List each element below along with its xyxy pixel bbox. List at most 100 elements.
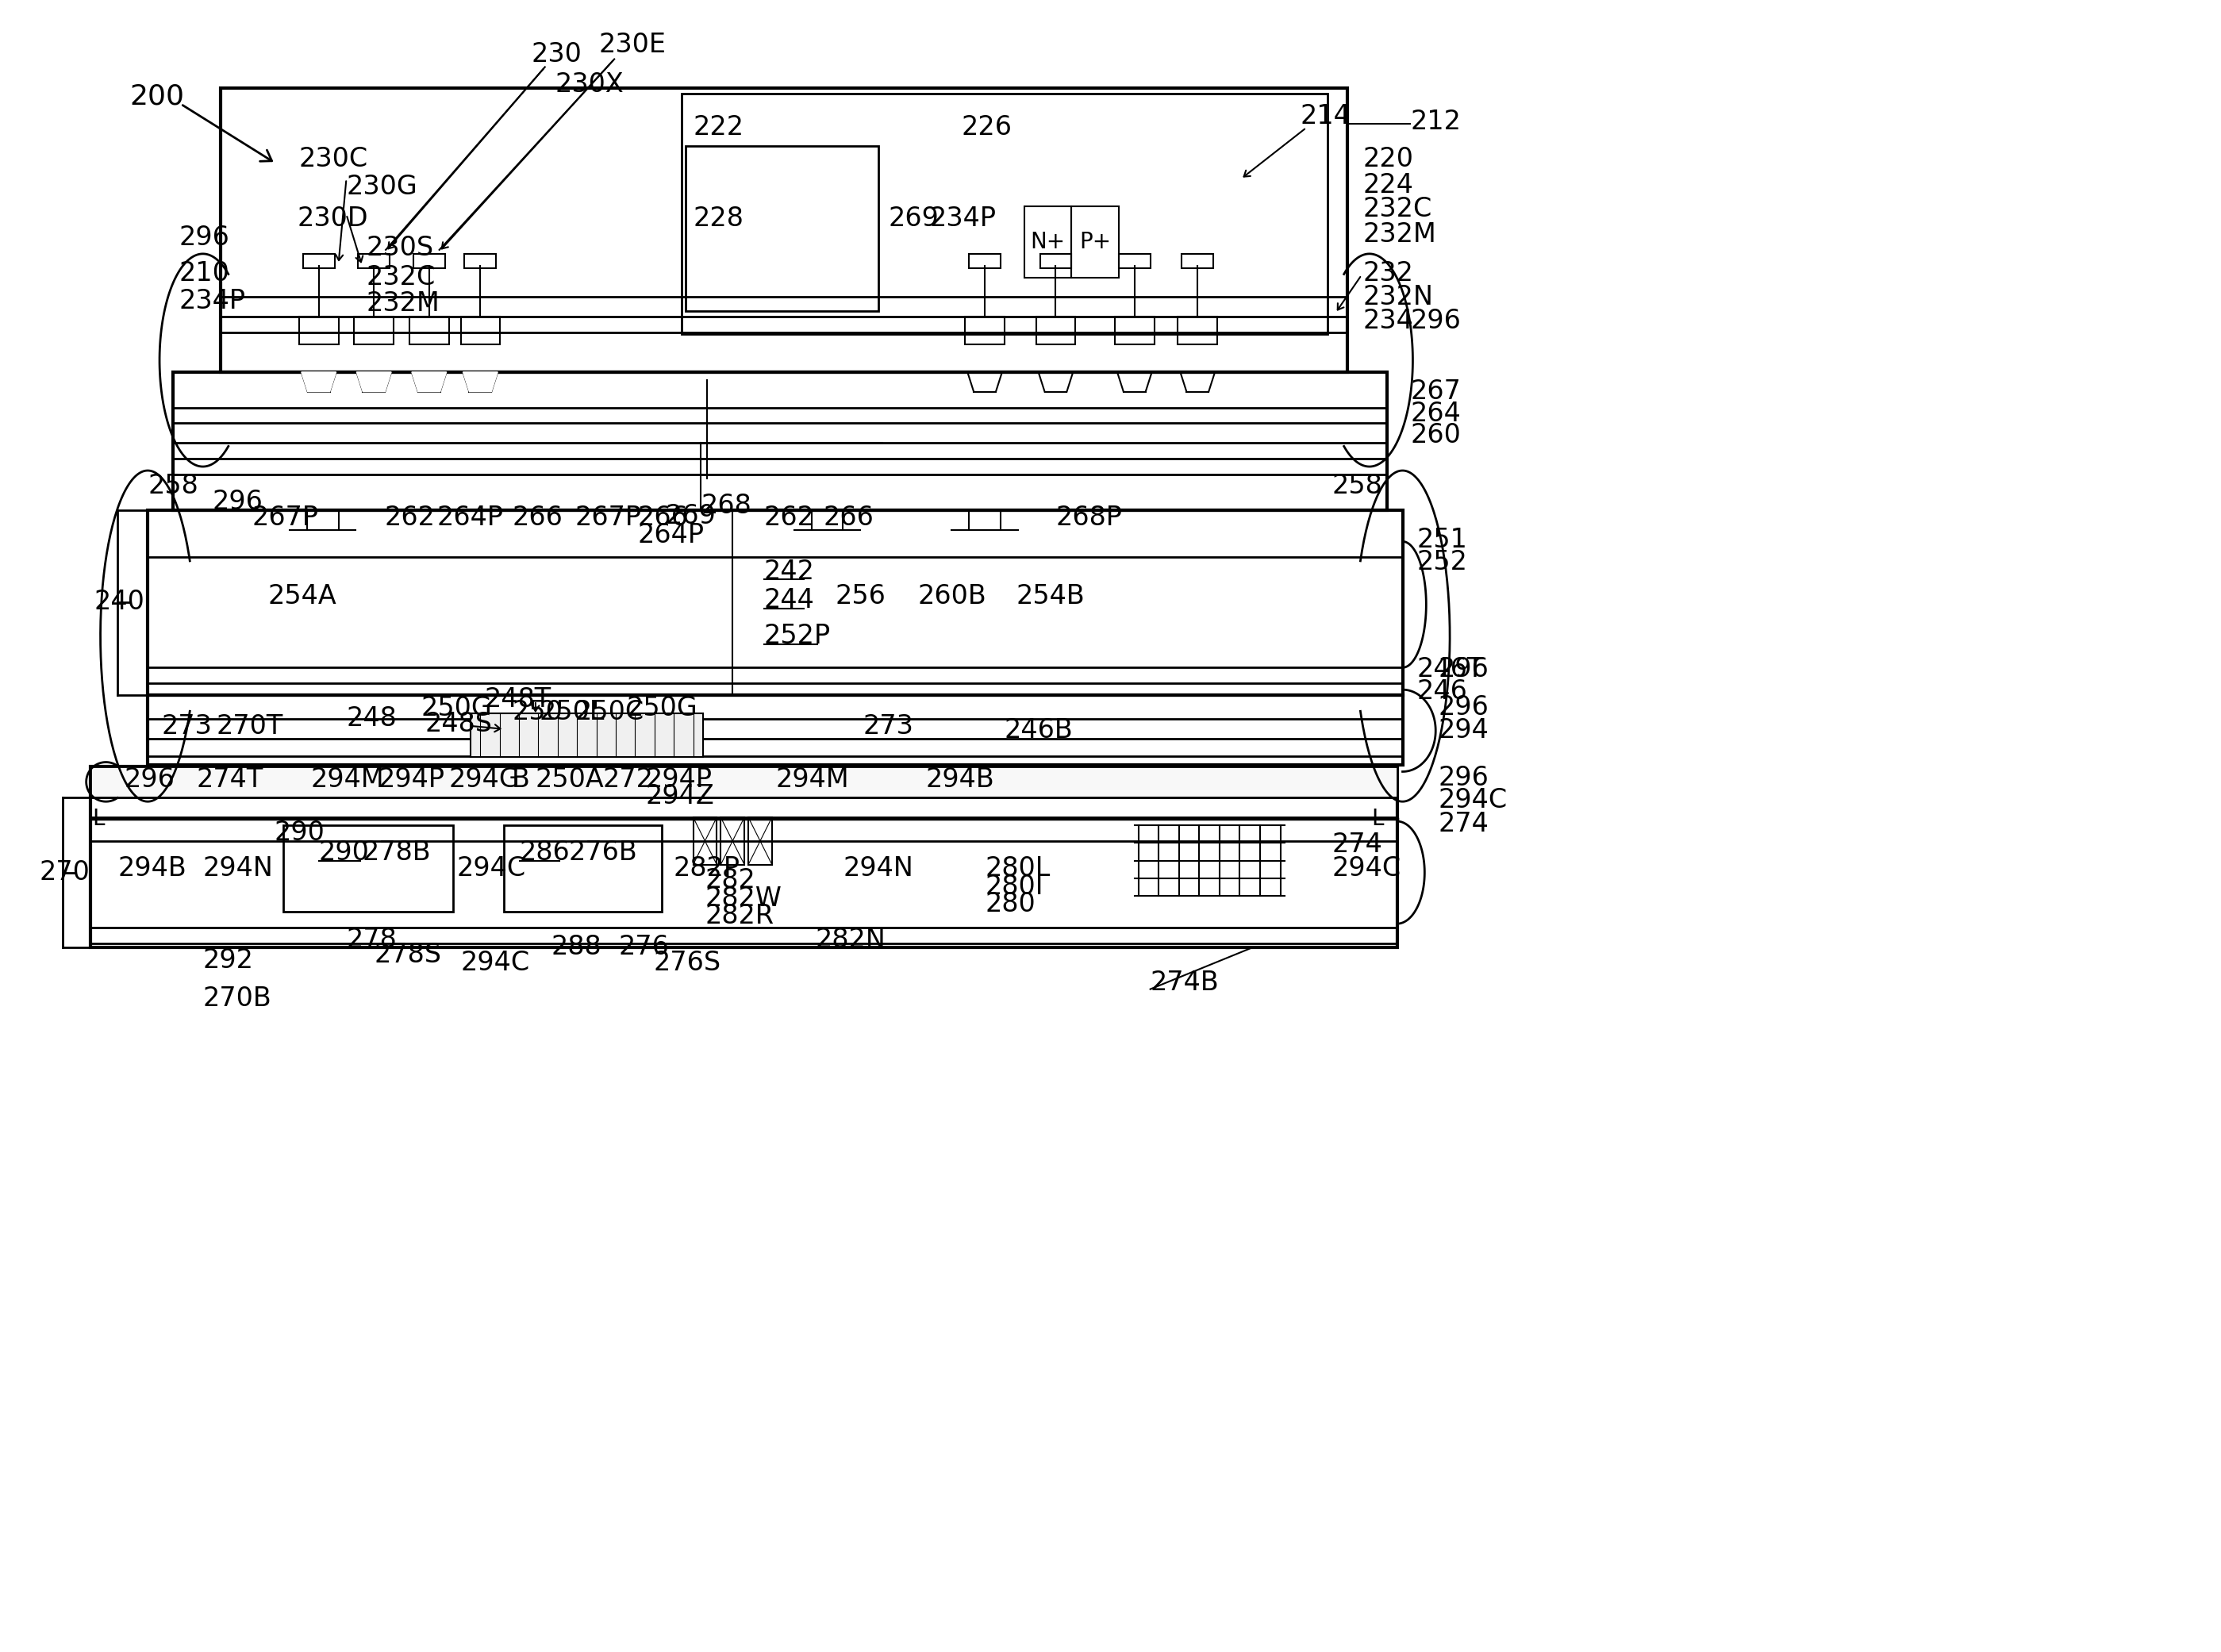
Text: 232M: 232M: [1364, 221, 1437, 248]
Bar: [302, 254, 335, 268]
Text: 286: 286: [520, 839, 571, 866]
Text: 280I: 280I: [984, 874, 1044, 900]
Bar: [300, 317, 338, 344]
Text: 264P: 264P: [438, 506, 504, 530]
Text: 296: 296: [1410, 307, 1461, 334]
Text: 232N: 232N: [1364, 284, 1435, 311]
Bar: [471, 714, 704, 757]
Text: 268: 268: [702, 492, 751, 519]
Text: 264: 264: [1410, 401, 1461, 426]
Text: 274: 274: [1333, 833, 1381, 857]
Text: 267P: 267P: [575, 506, 642, 530]
Text: 296: 296: [180, 225, 231, 251]
Text: 224: 224: [1364, 172, 1415, 198]
Bar: [91, 767, 1397, 947]
Text: 230S: 230S: [366, 235, 433, 261]
Text: 230E: 230E: [600, 31, 666, 58]
Polygon shape: [302, 372, 335, 392]
Text: 292: 292: [202, 948, 253, 975]
Text: 250L: 250L: [540, 699, 604, 725]
Bar: [504, 826, 662, 912]
Text: 276S: 276S: [653, 950, 722, 976]
Text: L: L: [93, 808, 104, 829]
Text: B: B: [511, 767, 531, 793]
Bar: [464, 254, 495, 268]
Text: 251: 251: [1417, 527, 1468, 553]
Text: 278B: 278B: [362, 839, 431, 866]
Text: 232M: 232M: [366, 291, 440, 317]
Bar: [1039, 254, 1071, 268]
Text: 294G: 294G: [449, 767, 520, 793]
Text: 266: 266: [511, 506, 562, 530]
Text: 252: 252: [1417, 548, 1468, 575]
Bar: [91, 767, 1397, 798]
Text: 232: 232: [1364, 261, 1415, 286]
Text: 250G: 250G: [626, 695, 697, 722]
Text: 282R: 282R: [704, 902, 775, 928]
Text: 232C: 232C: [366, 264, 435, 291]
Text: 258: 258: [149, 472, 198, 499]
Bar: [173, 372, 1386, 510]
Text: 260B: 260B: [917, 583, 986, 610]
Bar: [1182, 254, 1213, 268]
Text: 282: 282: [704, 867, 755, 894]
Text: 240: 240: [93, 590, 144, 615]
Bar: [149, 510, 1401, 695]
Bar: [358, 254, 389, 268]
Text: 210: 210: [180, 261, 231, 286]
Text: 278S: 278S: [373, 942, 442, 968]
Text: 294C: 294C: [458, 856, 526, 882]
Text: 260: 260: [1410, 421, 1461, 448]
Text: 232C: 232C: [1364, 197, 1433, 221]
Bar: [409, 317, 449, 344]
Bar: [1177, 317, 1217, 344]
Text: 246: 246: [1417, 677, 1468, 704]
Text: 212: 212: [1410, 109, 1461, 135]
Text: 252P: 252P: [764, 623, 831, 649]
Text: 262: 262: [384, 506, 435, 530]
Text: 273: 273: [162, 714, 211, 740]
Bar: [693, 818, 717, 864]
Text: 256: 256: [835, 583, 886, 610]
Text: 296: 296: [1437, 656, 1488, 682]
Text: 282P: 282P: [673, 856, 740, 882]
Text: 278: 278: [346, 927, 398, 953]
Text: 294: 294: [1437, 717, 1488, 743]
Text: 294C: 294C: [1333, 856, 1401, 882]
Text: 248T: 248T: [484, 686, 551, 712]
Polygon shape: [411, 372, 446, 392]
Text: 294B: 294B: [118, 856, 187, 882]
Text: 296: 296: [1437, 765, 1488, 791]
Text: 222: 222: [693, 114, 744, 140]
Text: 294P: 294P: [646, 767, 713, 793]
Text: P+: P+: [1079, 231, 1110, 253]
Text: 282N: 282N: [815, 927, 886, 953]
Text: 230G: 230G: [346, 173, 418, 200]
Text: 226: 226: [962, 114, 1013, 140]
Text: 246T: 246T: [1417, 656, 1484, 682]
Text: 274: 274: [1437, 811, 1488, 836]
Text: 254B: 254B: [1017, 583, 1086, 610]
Text: 269: 269: [666, 504, 715, 529]
Bar: [353, 317, 393, 344]
Text: 250: 250: [511, 699, 562, 725]
Text: 294P: 294P: [378, 767, 444, 793]
Text: 288: 288: [551, 935, 602, 960]
Text: 250G: 250G: [422, 695, 493, 722]
Bar: [968, 254, 999, 268]
Text: 294M: 294M: [311, 767, 384, 793]
Text: 264P: 264P: [637, 522, 704, 548]
Text: 270: 270: [40, 859, 89, 885]
Text: 246B: 246B: [1004, 717, 1073, 743]
Text: 220: 220: [1364, 145, 1415, 172]
Text: 228: 228: [693, 205, 744, 231]
Text: 270T: 270T: [215, 714, 282, 740]
Bar: [748, 818, 773, 864]
Text: 230: 230: [531, 41, 582, 68]
Text: 200: 200: [129, 83, 184, 109]
Bar: [413, 254, 444, 268]
Bar: [1035, 317, 1075, 344]
Bar: [1024, 206, 1071, 278]
Bar: [686, 145, 877, 311]
Text: 267: 267: [1410, 378, 1461, 405]
